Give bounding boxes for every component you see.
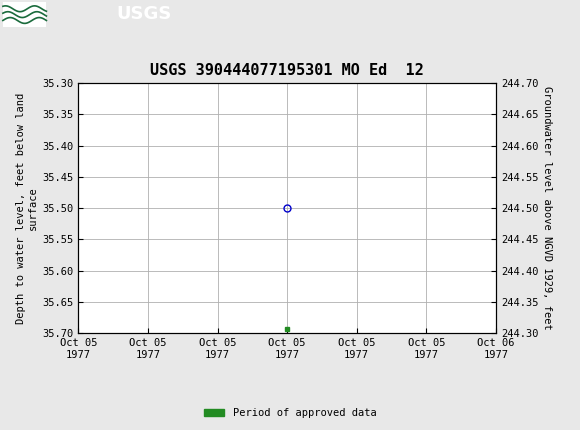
Title: USGS 390444077195301 MO Ed  12: USGS 390444077195301 MO Ed 12 <box>150 63 424 78</box>
Y-axis label: Groundwater level above NGVD 1929, feet: Groundwater level above NGVD 1929, feet <box>542 86 552 330</box>
Text: USGS: USGS <box>116 5 171 23</box>
Bar <box>3 2 46 28</box>
Y-axis label: Depth to water level, feet below land
surface: Depth to water level, feet below land su… <box>16 92 38 324</box>
Legend: Period of approved data: Period of approved data <box>200 404 380 423</box>
